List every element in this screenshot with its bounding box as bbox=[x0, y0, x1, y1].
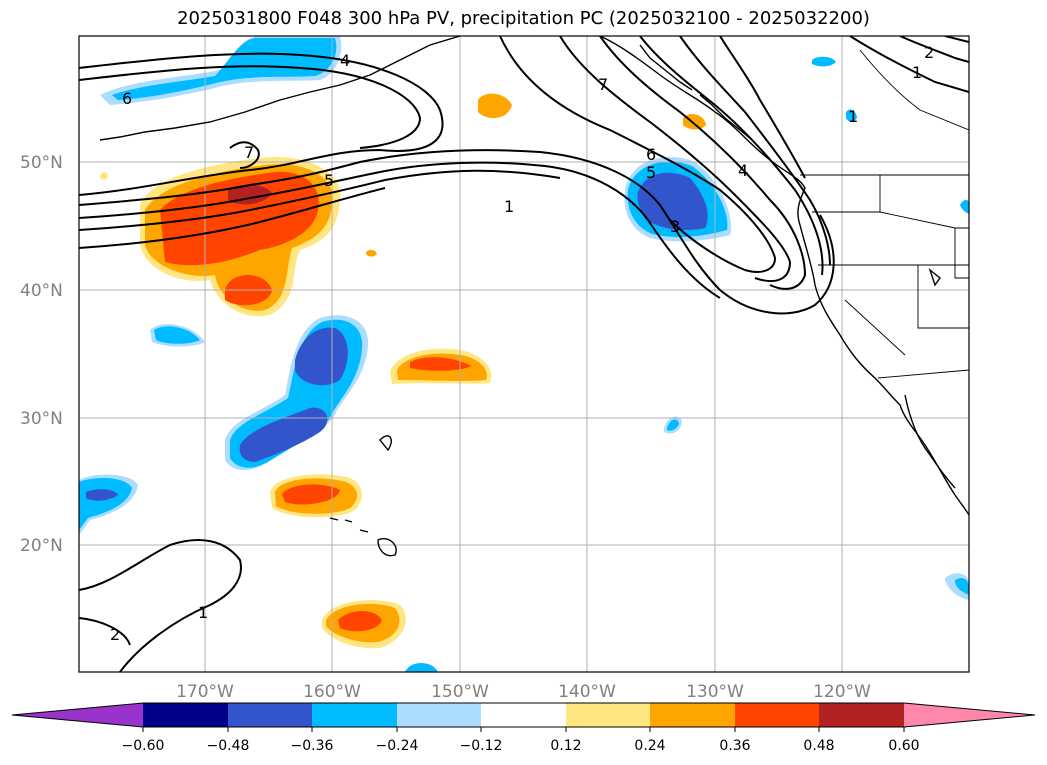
colorbar-tick: −0.12 bbox=[460, 738, 503, 754]
contour-label: 7 bbox=[244, 143, 254, 162]
lon-label: 120°W bbox=[813, 682, 871, 702]
colorbar-segment bbox=[143, 703, 228, 727]
lon-label: 150°W bbox=[431, 682, 489, 702]
contour-label: 4 bbox=[340, 51, 350, 70]
colorbar-segment bbox=[481, 703, 566, 727]
contour-label: 3 bbox=[670, 217, 680, 236]
contour-label: 2 bbox=[924, 43, 934, 62]
colorbar-segment bbox=[312, 703, 397, 727]
map-frame bbox=[78, 35, 970, 673]
lat-label: 40°N bbox=[20, 281, 63, 301]
colorbar-tick: −0.36 bbox=[291, 738, 334, 754]
colorbar-segment bbox=[650, 703, 735, 727]
colorbar-tick: 0.60 bbox=[888, 738, 919, 754]
colorbar-tick: −0.60 bbox=[122, 738, 165, 754]
precipitation-shading bbox=[79, 36, 969, 672]
lon-label: 160°W bbox=[303, 682, 361, 702]
colorbar-tick: −0.24 bbox=[376, 738, 419, 754]
contour-label: 1 bbox=[198, 603, 208, 622]
contour-label: 7 bbox=[598, 75, 608, 94]
colorbar-segment bbox=[228, 703, 312, 727]
map-title: 2025031800 F048 300 hPa PV, precipitatio… bbox=[177, 8, 870, 29]
longitude-labels: 170°W 160°W 150°W 140°W 130°W 120°W bbox=[176, 682, 871, 702]
contour-label: 4 bbox=[738, 161, 748, 180]
lon-label: 130°W bbox=[686, 682, 744, 702]
political-borders bbox=[800, 49, 969, 379]
colorbar-extend-high bbox=[904, 703, 1035, 727]
colorbar-segment bbox=[735, 703, 819, 727]
lon-label: 140°W bbox=[558, 682, 616, 702]
graticule bbox=[79, 36, 969, 672]
colorbar-tick: 0.24 bbox=[634, 738, 665, 754]
contour-label: 6 bbox=[122, 89, 132, 108]
contour-label: 1 bbox=[912, 63, 922, 82]
colorbar-tick: 0.12 bbox=[550, 738, 581, 754]
colorbar-segment bbox=[397, 703, 481, 727]
colorbar-tick: 0.36 bbox=[719, 738, 750, 754]
pv-contours bbox=[79, 36, 969, 672]
contour-label: 5 bbox=[324, 171, 334, 190]
colorbar-segment bbox=[819, 703, 904, 727]
lat-label: 50°N bbox=[20, 153, 63, 173]
lat-label: 20°N bbox=[20, 536, 63, 556]
contour-label: 1 bbox=[848, 107, 858, 126]
contour-labels: 6 7 5 1 7 6 5 4 3 1 2 1 2 1 4 bbox=[110, 43, 934, 644]
contour-label: 1 bbox=[504, 197, 514, 216]
colorbar: −0.60 −0.48 −0.36 −0.24 −0.12 0.12 0.24 … bbox=[11, 702, 1036, 754]
lon-label: 170°W bbox=[176, 682, 234, 702]
colorbar-tick: 0.48 bbox=[803, 738, 834, 754]
latitude-labels: 50°N 40°N 30°N 20°N bbox=[20, 153, 63, 556]
contour-label: 2 bbox=[110, 625, 120, 644]
lat-label: 30°N bbox=[20, 409, 63, 429]
contour-label: 5 bbox=[646, 163, 656, 182]
colorbar-extend-low bbox=[12, 703, 143, 727]
contour-label: 6 bbox=[646, 145, 656, 164]
colorbar-segment bbox=[566, 703, 650, 727]
coastlines bbox=[99, 36, 969, 557]
colorbar-tick: −0.48 bbox=[207, 738, 250, 754]
